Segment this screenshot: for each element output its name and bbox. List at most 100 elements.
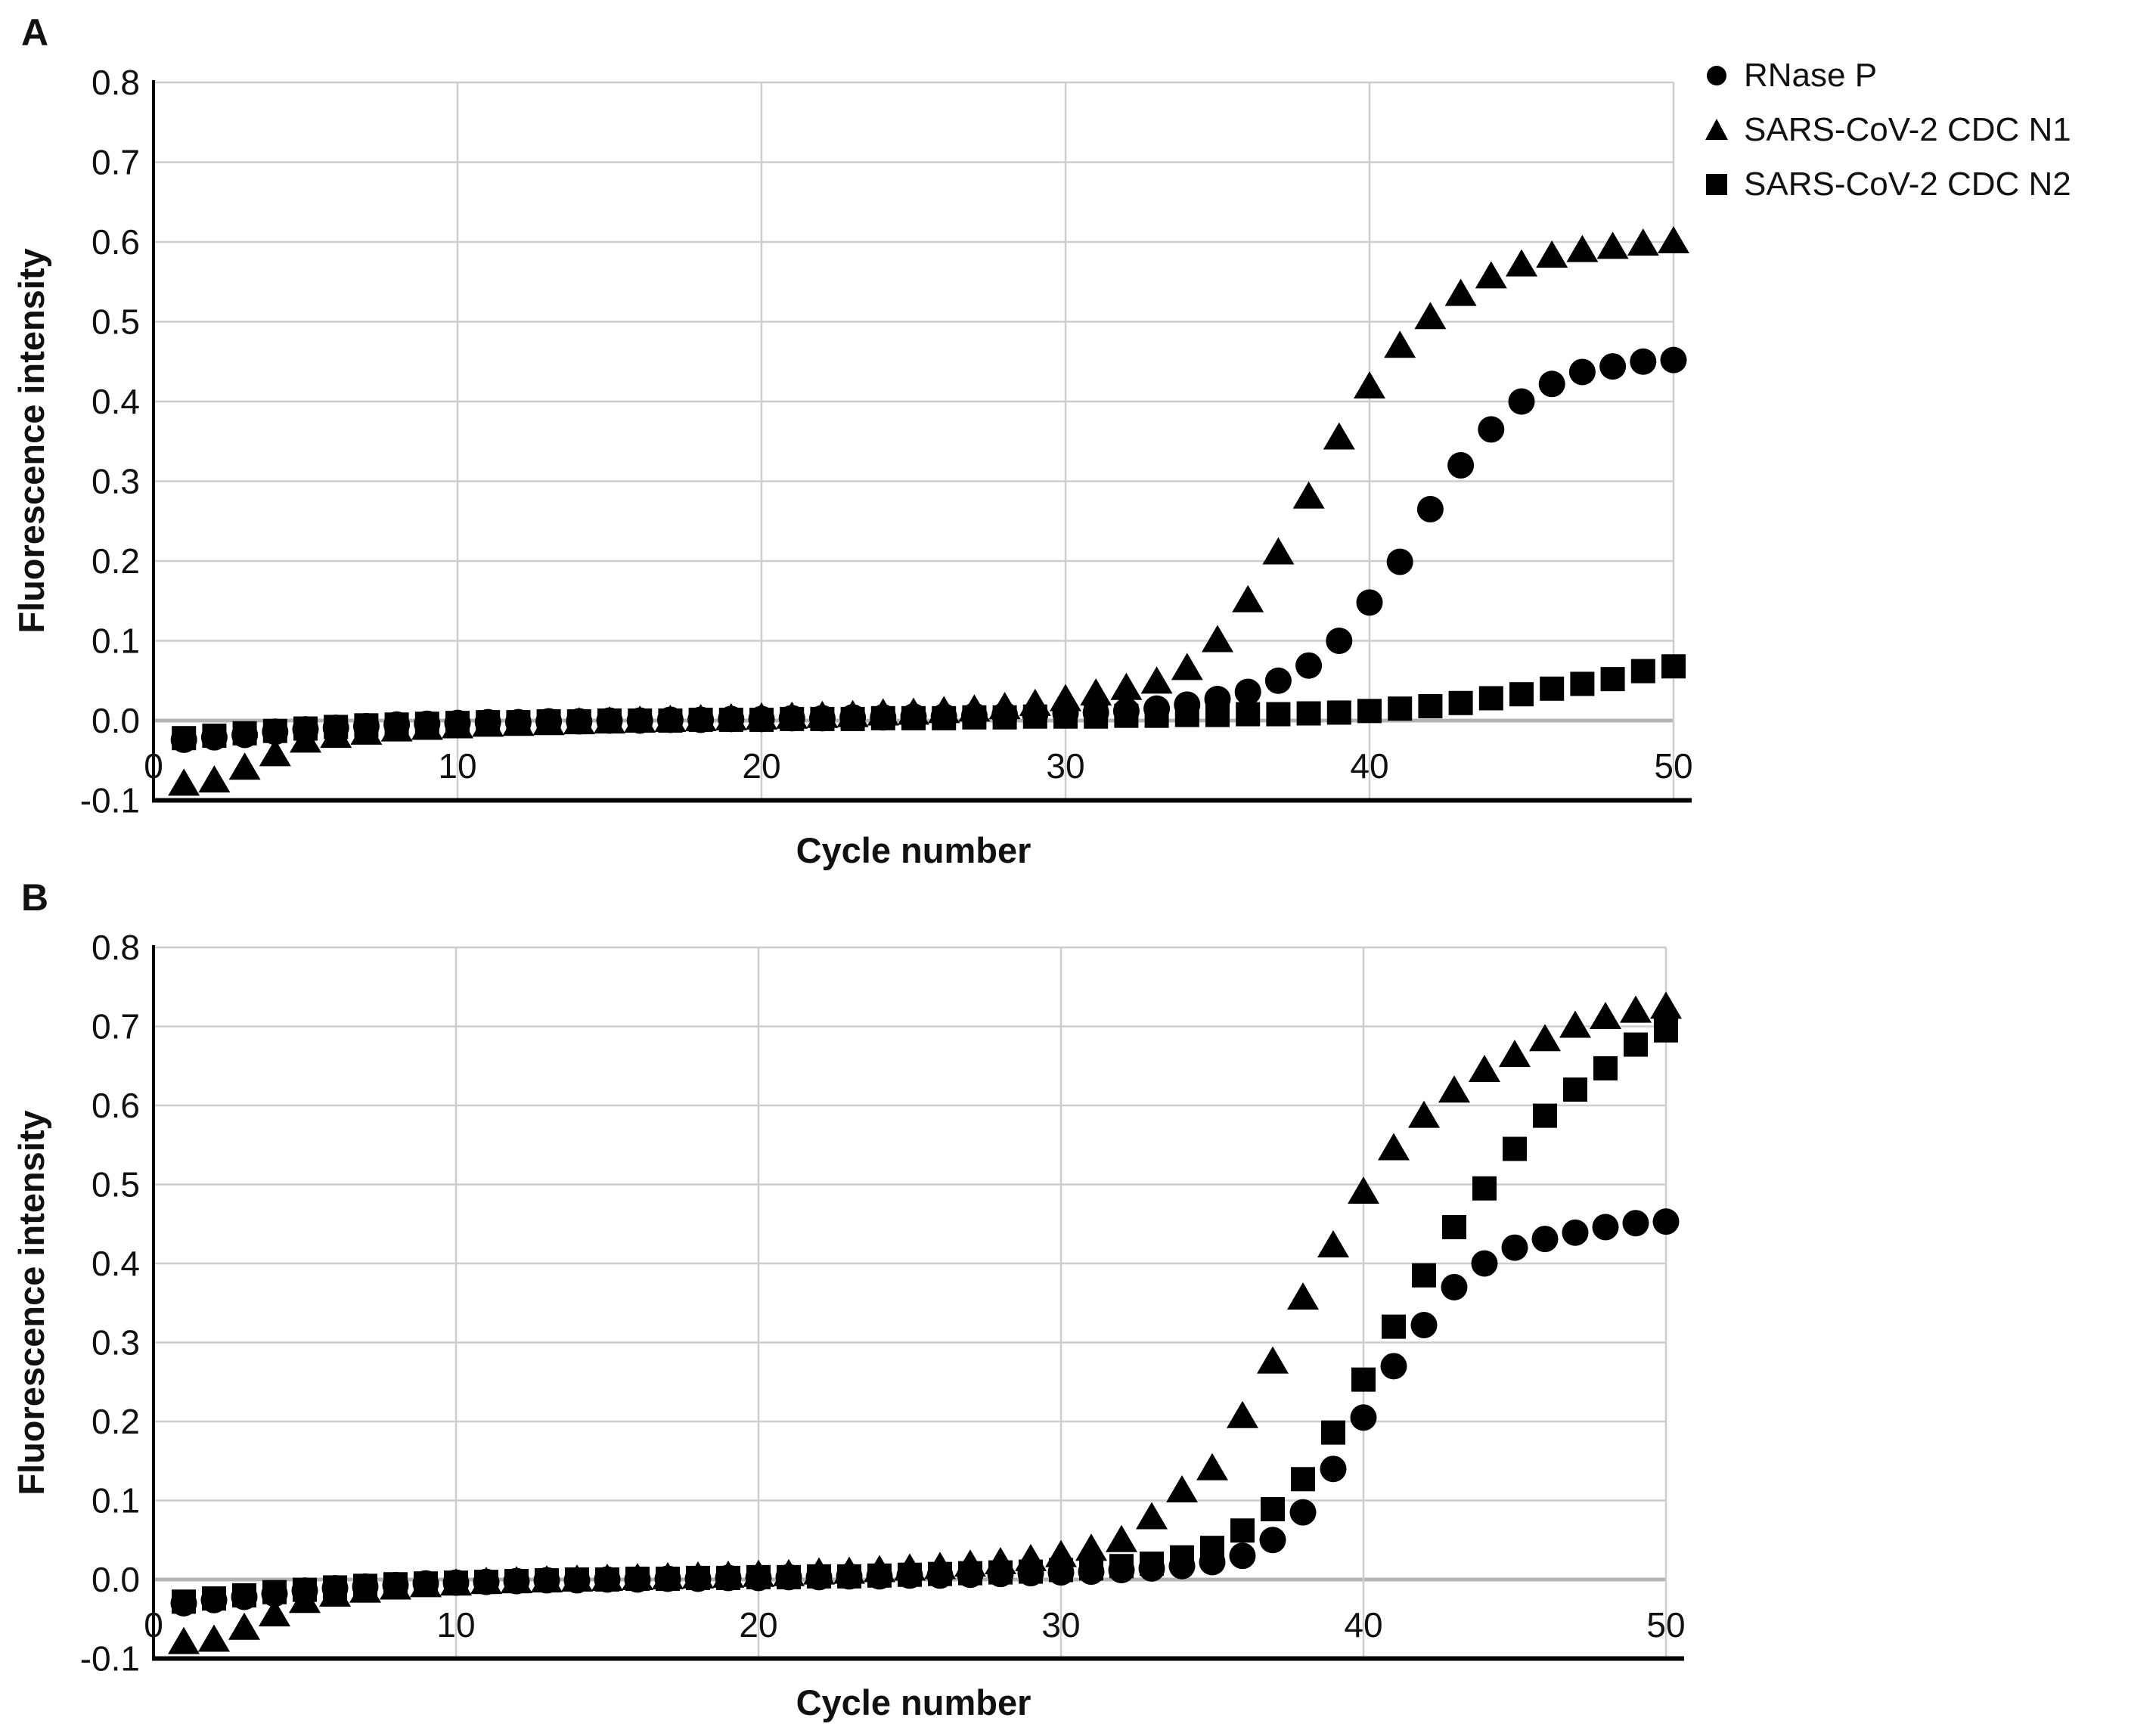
y-tick-label: 0.8: [92, 928, 140, 967]
data-point-triangle: [743, 1559, 774, 1587]
data-point-square: [1321, 1420, 1345, 1445]
x-tick-label: 30: [1046, 746, 1084, 786]
data-point-triangle: [1658, 226, 1689, 253]
data-point-circle: [1441, 1273, 1468, 1301]
data-point-triangle: [594, 706, 625, 734]
y-tick-label: 0.6: [92, 1086, 140, 1125]
legend-item-sars-cov-2-cdc-n1: SARS-CoV-2 CDC N1: [1703, 111, 2071, 149]
data-point-triangle: [1323, 422, 1355, 450]
legend-label: RNase P: [1744, 57, 1878, 94]
data-point-triangle: [1378, 1133, 1410, 1161]
y-tick-label: 0.0: [92, 701, 140, 740]
data-point-triangle: [1110, 672, 1143, 700]
data-point-square: [1503, 1136, 1527, 1161]
data-point-circle: [1562, 1219, 1589, 1246]
data-point-triangle: [1166, 1474, 1198, 1502]
data-point-square: [1472, 1176, 1497, 1201]
data-point-circle: [1289, 1499, 1317, 1526]
y-tick-label: 0.3: [92, 462, 140, 501]
data-point-triangle: [1590, 1002, 1621, 1030]
y-tick-label: 0.4: [92, 1244, 140, 1283]
data-point-circle: [1386, 548, 1413, 575]
data-point-triangle: [320, 721, 352, 749]
data-point-circle: [1592, 1214, 1619, 1241]
data-point-square: [1661, 654, 1686, 679]
data-point-circle: [1599, 353, 1627, 380]
data-point-circle: [1259, 1527, 1286, 1554]
data-point-circle: [1508, 388, 1535, 415]
data-point-triangle: [988, 692, 1021, 720]
data-point-square: [1624, 1032, 1648, 1057]
data-point-triangle: [1354, 371, 1385, 399]
x-tick-label: 10: [438, 746, 476, 786]
data-point-triangle: [1506, 249, 1537, 277]
data-point-circle: [1380, 1353, 1407, 1380]
data-point-square: [1382, 1314, 1406, 1339]
data-point-triangle: [1620, 995, 1652, 1023]
data-point-triangle: [864, 1555, 895, 1583]
y-tick-label: 0.8: [92, 63, 140, 102]
data-point-triangle: [349, 1575, 381, 1603]
data-point-triangle: [954, 1549, 986, 1577]
data-point-triangle: [472, 709, 504, 737]
data-point-square: [1563, 1077, 1587, 1102]
data-point-circle: [1295, 652, 1323, 679]
legend-item-sars-cov-2-cdc-n2: SARS-CoV-2 CDC N2: [1703, 166, 2071, 203]
data-point-square: [1084, 704, 1109, 729]
data-point-square: [1593, 1056, 1618, 1080]
data-point-triangle: [1627, 228, 1659, 256]
x-tick-label: 50: [1654, 746, 1692, 786]
data-point-triangle: [440, 1568, 472, 1596]
data-point-square: [1200, 1536, 1224, 1561]
y-tick-label: 0.4: [92, 382, 140, 421]
data-point-triangle: [1015, 1543, 1047, 1571]
data-point-triangle: [1140, 666, 1173, 694]
data-point-circle: [1229, 1542, 1256, 1570]
data-point-circle: [1531, 1226, 1559, 1253]
data-point-triangle: [442, 711, 473, 739]
y-tick-label: 0.6: [92, 222, 140, 262]
data-point-circle: [1410, 1312, 1438, 1339]
data-point-circle: [1356, 589, 1383, 616]
data-point-square: [1170, 1545, 1194, 1570]
data-point-triangle: [1536, 240, 1568, 268]
data-point-triangle: [228, 752, 261, 780]
data-point-square: [172, 726, 197, 751]
x-tick-label: 40: [1344, 1605, 1382, 1645]
data-point-triangle: [773, 1558, 805, 1586]
data-point-triangle: [591, 1564, 623, 1591]
data-point-square: [202, 724, 227, 749]
data-point-square: [1654, 1018, 1678, 1043]
data-point-triangle: [1257, 1346, 1289, 1374]
data-point-triangle: [501, 1566, 532, 1594]
x-tick-label: 20: [739, 1605, 777, 1645]
data-point-triangle: [867, 698, 899, 726]
data-point-triangle: [803, 1557, 835, 1585]
data-point-triangle: [1232, 584, 1264, 612]
data-point-triangle: [470, 1567, 502, 1595]
data-point-triangle: [168, 768, 200, 796]
data-point-circle: [1471, 1250, 1498, 1277]
y-tick-label: 0.1: [92, 1481, 140, 1521]
data-point-triangle: [1136, 1502, 1168, 1530]
data-point-triangle: [168, 1626, 200, 1654]
data-point-triangle: [259, 739, 291, 767]
data-point-triangle: [1171, 653, 1203, 680]
data-point-square: [172, 1589, 196, 1614]
data-point-triangle: [1045, 1539, 1077, 1567]
data-point-triangle: [682, 1561, 714, 1589]
data-point-triangle: [1566, 234, 1599, 262]
data-point-square: [202, 1586, 226, 1611]
data-point-triangle: [958, 694, 991, 722]
data-point-triangle: [684, 703, 717, 731]
data-point-circle: [1350, 1404, 1377, 1431]
data-point-circle: [1320, 1456, 1347, 1483]
data-point-square: [1412, 1263, 1436, 1288]
circle-marker-icon: [1707, 66, 1726, 85]
data-point-triangle: [198, 765, 231, 793]
data-point-circle: [1416, 495, 1444, 522]
y-tick-label: 0.0: [92, 1560, 140, 1599]
data-point-triangle: [1475, 261, 1507, 289]
data-point-triangle: [1202, 625, 1233, 653]
